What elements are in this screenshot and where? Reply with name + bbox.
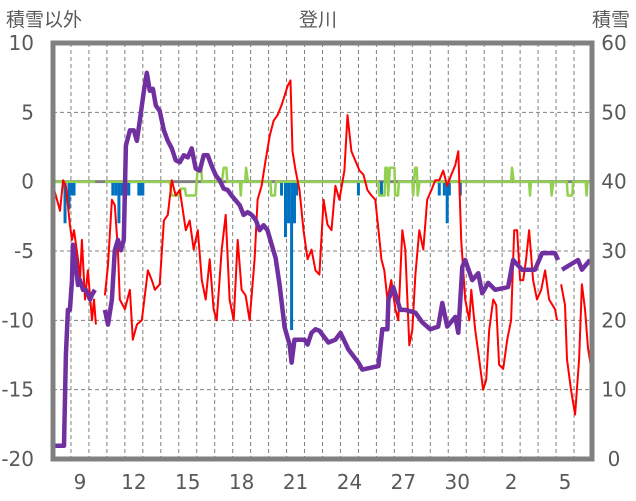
precipitation-bar [137, 181, 141, 196]
precipitation-bar [67, 181, 71, 210]
left-axis-label: 積雪以外 [6, 9, 82, 31]
right-tick-label: 10 [601, 378, 626, 402]
gridlines [53, 43, 592, 459]
right-tick-label: 0 [608, 447, 621, 471]
x-tick-label: 21 [283, 470, 308, 494]
precipitation-bar [437, 181, 441, 196]
left-tick-label: -10 [1, 308, 34, 332]
right-tick-label: 60 [601, 31, 626, 55]
right-tick-label: 50 [601, 100, 626, 124]
x-tick-label: 24 [337, 470, 362, 494]
precipitation-bar [283, 181, 287, 238]
left-tick-label: 5 [21, 100, 34, 124]
left-tick-label: 10 [9, 31, 34, 55]
x-tick-label: 5 [559, 470, 572, 494]
plot-frame [50, 40, 595, 462]
precipitation-bar [120, 181, 124, 196]
right-tick-label: 30 [601, 239, 626, 263]
plot-marks [52, 70, 592, 449]
precipitation-bar [70, 181, 74, 196]
precipitation-bar [295, 181, 299, 196]
precipitation-bar [117, 181, 121, 224]
x-tick-label: 27 [391, 470, 416, 494]
x-tick-label: 18 [229, 470, 254, 494]
left-tick-label: -5 [14, 239, 34, 263]
left-tick-label: -20 [1, 447, 34, 471]
chart-title: 登川 [299, 9, 337, 31]
precipitation-bar [139, 181, 143, 196]
right-tick-label: 40 [601, 170, 626, 194]
precipitation-bar [127, 181, 131, 196]
precipitation-bar [111, 181, 115, 196]
precipitation-bar [292, 181, 296, 224]
precipitation-bar [447, 181, 451, 196]
left-tick-label: 0 [21, 170, 34, 194]
precipitation-bar [290, 181, 294, 331]
precipitation-bar [63, 181, 67, 224]
x-tick-label: 9 [74, 470, 87, 494]
precipitation-bar [442, 181, 446, 196]
precipitation-bar [72, 181, 76, 196]
precipitation-bar [141, 181, 145, 196]
other-line [53, 166, 592, 197]
x-tick-label: 15 [175, 470, 200, 494]
snow_depth-line [53, 70, 592, 449]
right-axis-label: 積雪 [592, 9, 630, 31]
precipitation-bar [445, 181, 449, 224]
precipitation-bar [379, 181, 383, 196]
precipitation-bar [287, 181, 291, 224]
x-tick-label: 2 [505, 470, 518, 494]
x-tick-label: 12 [121, 470, 146, 494]
x-tick-label: 30 [445, 470, 470, 494]
precipitation-bar [114, 181, 118, 196]
precipitation-bar [356, 181, 360, 196]
right-tick-label: 20 [601, 308, 626, 332]
left-tick-label: -15 [1, 378, 34, 402]
precipitation-bar [280, 181, 284, 196]
